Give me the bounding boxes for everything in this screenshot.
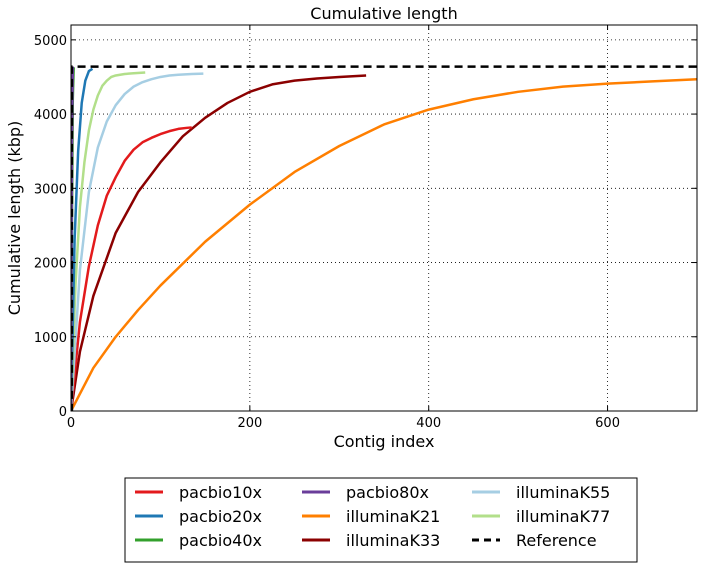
y-tick-label: 0 [59, 405, 67, 420]
plot-frame [70, 24, 698, 412]
legend-label-illuminak33: illuminaK33 [346, 531, 440, 550]
legend-label-pacbio80x: pacbio80x [346, 483, 429, 502]
legend-label-pacbio20x: pacbio20x [179, 507, 262, 526]
x-tick-label: 200 [237, 416, 262, 431]
legend-label-pacbio10x: pacbio10x [179, 483, 262, 502]
series-line-illuminak21 [71, 77, 697, 411]
legend: pacbio10x pacbio20x pacbio40x pacbio80x illu… [135, 483, 610, 550]
legend-label-illuminak55: illuminaK55 [516, 483, 610, 502]
series-lines [71, 65, 697, 411]
grid [71, 25, 697, 411]
series-line-pacbio10x [71, 126, 192, 411]
y-tick-label: 5000 [34, 34, 67, 49]
series-line-illuminak55 [71, 72, 204, 411]
x-tick-label: 0 [67, 416, 75, 431]
legend-label-illuminak21: illuminaK21 [346, 507, 440, 526]
y-axis-label: Cumulative length (kbp) [5, 121, 24, 316]
legend-label-reference: Reference [516, 531, 597, 550]
y-tick-label: 2000 [34, 257, 67, 272]
y-tick-label: 4000 [34, 108, 67, 123]
x-axis-label: Contig index [334, 432, 435, 451]
series-line-illuminak33 [71, 74, 367, 411]
series-line-pacbio20x [71, 67, 94, 411]
axis-ticks: 0 200 400 600 0 1000 2000 3000 4000 5000 [34, 25, 697, 431]
y-tick-label: 1000 [34, 331, 67, 346]
chart-title: Cumulative length [310, 4, 457, 23]
y-tick-label: 3000 [34, 182, 67, 197]
x-tick-label: 400 [416, 416, 441, 431]
legend-box [124, 477, 638, 563]
x-tick-label: 600 [595, 416, 620, 431]
legend-label-pacbio40x: pacbio40x [179, 531, 262, 550]
series-line-reference [71, 65, 697, 411]
legend-label-illuminak77: illuminaK77 [516, 507, 610, 526]
series-line-illuminak77 [71, 71, 146, 411]
